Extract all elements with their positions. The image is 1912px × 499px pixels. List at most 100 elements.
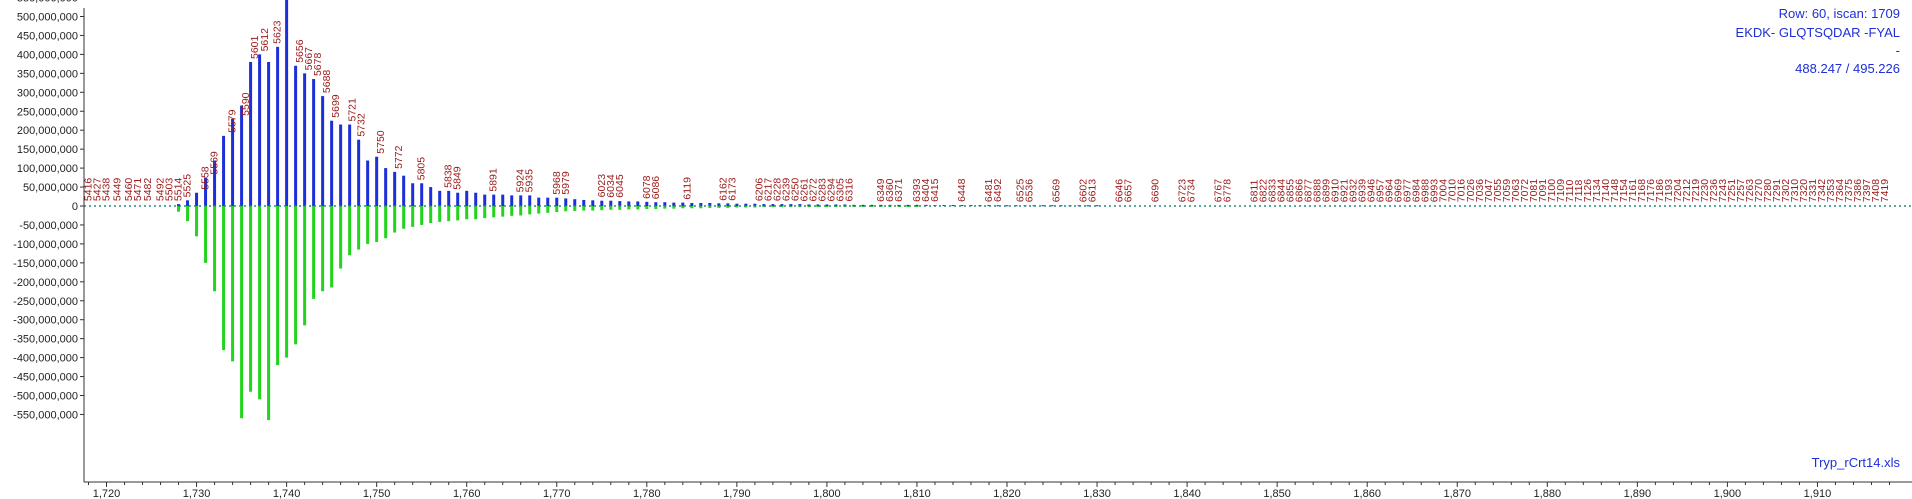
scan-label: 6448: [956, 178, 968, 202]
positive-bar: [744, 203, 748, 206]
negative-bar: [573, 206, 577, 211]
negative-bar: [672, 206, 676, 209]
negative-bar: [807, 206, 811, 208]
scan-label: 5482: [142, 178, 154, 202]
x-tick-label: 1,730: [183, 488, 211, 499]
scan-label: 7408: [1870, 179, 1882, 203]
positive-bar: [897, 204, 901, 206]
scan-label: 7091: [1537, 179, 1549, 203]
scan-label: 6404: [920, 178, 932, 202]
scan-label: 6833: [1267, 179, 1279, 203]
negative-bar: [735, 206, 739, 208]
negative-bar: [411, 206, 415, 227]
positive-bar: [762, 204, 766, 206]
positive-bar: [1059, 205, 1063, 207]
scan-label: 6932: [1348, 179, 1360, 203]
x-tick-label: 1,910: [1804, 488, 1832, 499]
scan-label: 6939: [1357, 179, 1369, 203]
scan-label: 7055: [1492, 179, 1504, 203]
negative-bar: [744, 206, 748, 208]
scan-label: 7100: [1546, 179, 1558, 203]
scan-label: 7047: [1483, 179, 1495, 203]
positive-bar: [915, 204, 919, 206]
positive-bar: [501, 194, 505, 206]
positive-bar: [510, 195, 514, 206]
negative-bar: [177, 206, 181, 212]
scan-label: 7212: [1681, 179, 1693, 203]
x-tick-label: 1,840: [1173, 488, 1201, 499]
negative-bar: [393, 206, 397, 233]
positive-bar: [465, 190, 469, 206]
positive-bar: [213, 160, 217, 206]
x-tick-label: 1,760: [453, 488, 481, 499]
scan-label: 6910: [1330, 179, 1342, 203]
negative-bar: [366, 206, 370, 244]
scan-label: 5579: [227, 109, 239, 133]
x-tick-label: 1,850: [1263, 488, 1291, 499]
scan-label: 6866: [1294, 179, 1306, 203]
negative-bar: [312, 206, 316, 299]
positive-bar: [303, 73, 307, 206]
scan-label: 6162: [717, 177, 729, 201]
scan-label: 6492: [992, 179, 1004, 203]
scan-label: 5968: [551, 171, 563, 195]
scan-label: 6957: [1375, 179, 1387, 203]
y-tick-label: -100,000,000: [13, 239, 78, 251]
positive-bar: [366, 160, 370, 206]
scan-label: 7291: [1771, 179, 1783, 203]
positive-bar: [753, 203, 757, 206]
positive-bar: [807, 204, 811, 206]
negative-bar: [303, 206, 307, 326]
scan-label: 6646: [1114, 179, 1126, 203]
scan-label: 6536: [1024, 179, 1036, 203]
scan-label: 6349: [875, 178, 887, 202]
scan-label: 5849: [452, 166, 464, 190]
negative-bar: [537, 206, 541, 214]
info-dash: -: [1896, 43, 1900, 58]
scan-label: 6023: [596, 174, 608, 198]
negative-bar: [474, 206, 478, 220]
scan-label: 6283: [816, 178, 828, 202]
positive-bar: [951, 205, 955, 207]
positive-bar: [537, 197, 541, 206]
scan-label: 7320: [1798, 179, 1810, 203]
positive-bar: [987, 205, 991, 207]
scan-label: 6964: [1384, 179, 1396, 203]
y-tick-label: 200,000,000: [17, 125, 78, 137]
positive-bar: [825, 204, 829, 206]
negative-bar: [762, 206, 766, 208]
y-tick-label: -250,000,000: [13, 296, 78, 308]
scan-label: 7036: [1474, 179, 1486, 203]
positive-bar: [519, 195, 523, 206]
negative-bar: [420, 206, 424, 225]
scan-label: 6984: [1411, 179, 1423, 203]
scan-label: 6844: [1276, 179, 1288, 203]
negative-bar: [771, 206, 775, 208]
positive-bar: [249, 61, 253, 207]
info-mz-range: 488.247 / 495.226: [1795, 61, 1900, 76]
positive-bar: [672, 202, 676, 206]
y-tick-label: -350,000,000: [13, 334, 78, 346]
x-tick-label: 1,830: [1083, 488, 1111, 499]
scan-label: 7186: [1654, 179, 1666, 203]
positive-bar: [186, 200, 190, 206]
negative-bar: [330, 206, 334, 288]
scan-label: 7364: [1834, 179, 1846, 203]
scan-label: 7251: [1726, 179, 1738, 203]
negative-bar: [699, 206, 703, 209]
positive-bar: [222, 135, 226, 206]
scan-label: 7193: [1663, 179, 1675, 203]
x-tick-label: 1,720: [93, 488, 121, 499]
scan-label: 6569: [1051, 179, 1063, 203]
negative-bar: [825, 206, 829, 207]
scan-label: 6602: [1078, 179, 1090, 203]
positive-bar: [294, 65, 298, 207]
scan-label: 7026: [1465, 179, 1477, 203]
negative-bar: [636, 206, 640, 210]
y-tick-label: 450,000,000: [17, 30, 78, 42]
negative-bar: [258, 206, 262, 400]
negative-bar: [645, 206, 649, 210]
scan-label: 7230: [1699, 179, 1711, 203]
scan-label: 5699: [330, 94, 342, 118]
